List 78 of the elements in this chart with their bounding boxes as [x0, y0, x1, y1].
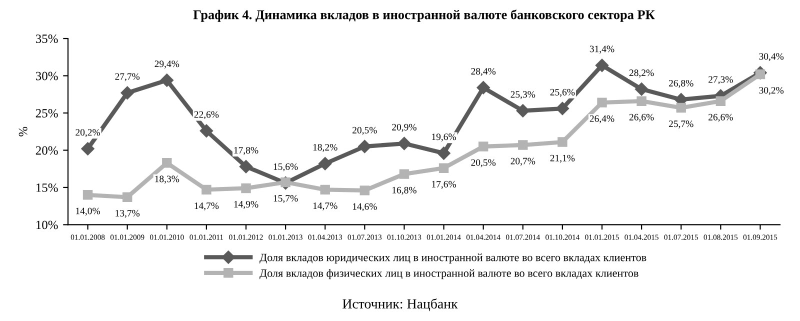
point — [438, 163, 449, 173]
data-label: 14,7% — [194, 202, 219, 210]
point — [239, 160, 253, 174]
data-label: 25,3% — [510, 91, 536, 100]
point — [597, 98, 607, 108]
data-label: 22,6% — [194, 111, 219, 120]
data-label: 30,4% — [759, 53, 784, 62]
point — [122, 192, 132, 202]
data-label: 28,2% — [629, 70, 654, 78]
data-label: 14,6% — [352, 203, 377, 212]
point — [318, 157, 332, 170]
data-label: 27,3% — [708, 76, 733, 84]
data-label: 20,7% — [510, 158, 536, 166]
point — [556, 102, 570, 116]
chart-title: График 4. Динамика вкладов в иностранной валюте банковского сектора РК — [193, 10, 655, 22]
y-tick-label: 25% — [36, 109, 58, 118]
data-label: 26,6% — [708, 114, 733, 122]
data-label: 17,8% — [234, 146, 258, 155]
data-label: 20,5% — [352, 126, 377, 135]
point — [81, 142, 94, 156]
data-label: 25,6% — [550, 88, 575, 97]
point — [516, 104, 530, 118]
point — [716, 96, 726, 106]
y-tick-label: 15% — [36, 183, 58, 192]
point — [518, 140, 528, 150]
point — [358, 140, 372, 154]
data-label: 15,6% — [274, 163, 298, 172]
data-label: 19,6% — [432, 134, 456, 142]
data-label: 16,8% — [392, 186, 416, 195]
point — [162, 158, 172, 168]
point — [241, 183, 251, 194]
point — [360, 186, 370, 196]
data-label: 28,4% — [471, 68, 496, 76]
data-label: 17,6% — [432, 180, 456, 189]
data-label: 26,4% — [590, 115, 614, 124]
point — [82, 190, 93, 200]
point — [476, 81, 490, 94]
y-tick-label: 20% — [36, 146, 58, 155]
data-label: 29,4% — [154, 60, 180, 69]
legend-label: Доля вкладов физических лиц в иностранной валюте во всего вкладах клиентов — [260, 269, 638, 280]
data-label: 15,7% — [274, 195, 298, 203]
data-label: 20,5% — [471, 159, 496, 168]
data-label: 21,1% — [550, 154, 575, 163]
data-label: 20,9% — [392, 124, 416, 132]
text: Источник: Нацбанк — [342, 298, 458, 312]
y-axis-title: % — [18, 126, 28, 136]
data-label: 14,9% — [234, 200, 258, 209]
point — [676, 102, 686, 113]
point — [200, 124, 214, 138]
point — [120, 86, 134, 100]
data-label: 20,2% — [76, 129, 100, 138]
legend-label: Доля вкладов юридических лиц в иностранной валюте во всего вкладах клиентов — [260, 253, 646, 264]
data-label: 18,2% — [313, 144, 338, 152]
point — [634, 82, 648, 96]
point — [558, 137, 568, 147]
point — [636, 96, 646, 106]
point — [280, 177, 290, 188]
point — [320, 184, 330, 195]
point — [437, 146, 450, 160]
point — [595, 58, 609, 72]
data-label: 31,4% — [590, 46, 614, 54]
y-tick-label: 10% — [36, 220, 58, 230]
data-label: 30,2% — [759, 87, 784, 96]
data-label: 14,7% — [313, 202, 338, 210]
data-label: 27,7% — [115, 73, 140, 82]
data-label: 18,3% — [155, 176, 180, 184]
point — [478, 142, 488, 152]
y-tick-label: 30% — [36, 72, 58, 80]
data-label: 14,0% — [76, 208, 100, 216]
data-label: 26,8% — [668, 80, 694, 88]
point — [202, 184, 212, 195]
point — [398, 136, 411, 150]
point — [160, 74, 174, 87]
point — [399, 169, 410, 179]
data-label: 13,7% — [116, 210, 140, 218]
data-label: 25,7% — [668, 120, 694, 129]
y-tick-label: 35% — [36, 34, 58, 44]
data-label: 26,6% — [629, 114, 654, 122]
